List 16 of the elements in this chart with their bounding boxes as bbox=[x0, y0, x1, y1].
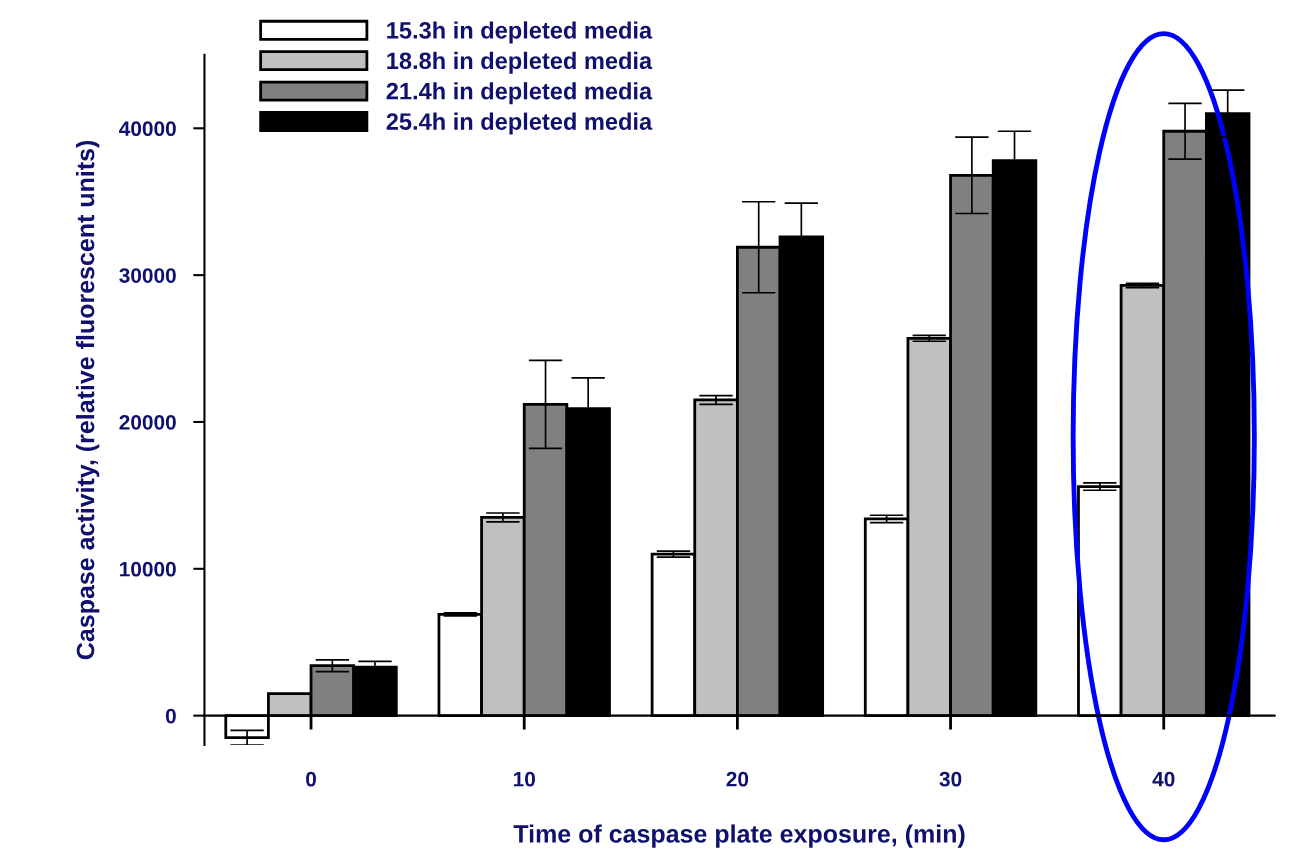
legend-label: 15.3h in depleted media bbox=[387, 21, 653, 44]
x-tick-label: 0 bbox=[306, 771, 316, 787]
x-tick-label: 40 bbox=[1152, 771, 1175, 787]
x-axis-title: Time of caspase plate exposure, (min) bbox=[513, 824, 965, 848]
x-tick-label: 30 bbox=[939, 771, 962, 787]
y-axis-title: Caspase activity, (relative fluorescent units) bbox=[76, 140, 100, 660]
y-tick-label: 0 bbox=[165, 708, 176, 724]
legend-label: 21.4h in depleted media bbox=[386, 82, 653, 105]
x-tick-label: 10 bbox=[513, 771, 535, 787]
legend-label: 25.4h in depleted media bbox=[386, 112, 653, 135]
y-tick-label: 40000 bbox=[119, 121, 176, 137]
y-tick-label: 30000 bbox=[119, 268, 176, 283]
legend-label: 18.8h in depleted media bbox=[387, 51, 653, 74]
x-tick-label: 20 bbox=[726, 771, 749, 787]
y-tick-label: 10000 bbox=[120, 561, 176, 577]
y-tick-label: 20000 bbox=[119, 414, 176, 430]
